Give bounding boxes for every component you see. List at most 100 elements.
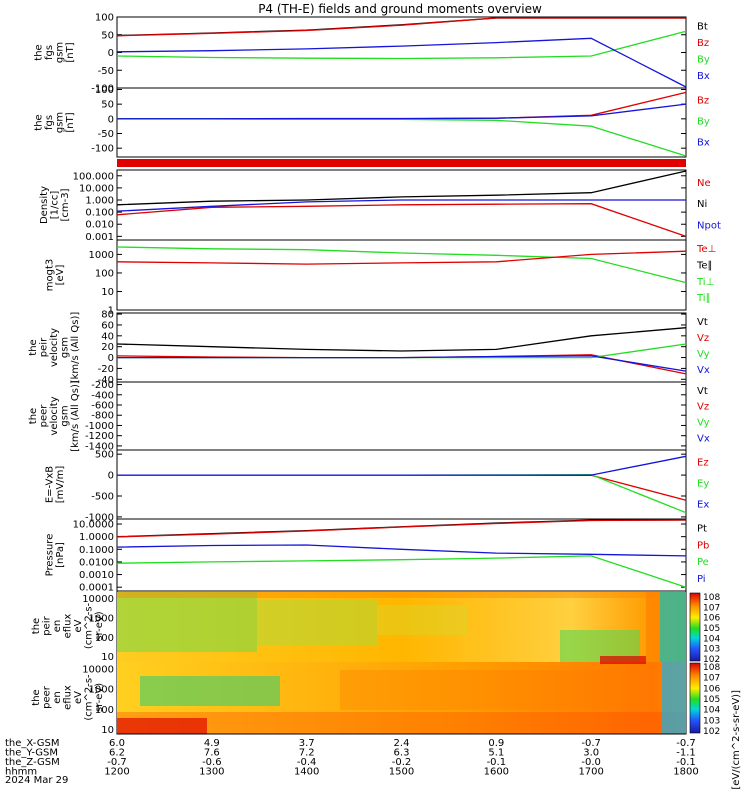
ylabel-line: gsm (55, 112, 66, 133)
ytick-label: -200 (91, 380, 114, 391)
ytick-label: 50 (101, 100, 114, 111)
xaxis-value: 0.9 (488, 738, 504, 749)
ytick-label: 0.0100 (79, 557, 114, 568)
ylabel-line: peer (42, 685, 53, 709)
legend-Ez: Ez (697, 458, 709, 469)
colorbar-tick: 104 (703, 706, 720, 716)
colorbar-tick: 104 (703, 634, 720, 644)
xaxis-value: 1200 (104, 767, 129, 778)
ytick-label: -1000 (85, 421, 114, 432)
ytick-label: 0 (108, 353, 114, 364)
panel-frame (116, 312, 687, 383)
ytick-label: -100 (91, 84, 114, 95)
colorbar-tick: 103 (703, 716, 720, 726)
date-label: 2024 Mar 29 (5, 775, 68, 786)
ylabel-line: [nT] (65, 112, 76, 132)
series-Vx-peir-velocity (117, 355, 687, 372)
legend-Vx: Vx (697, 365, 710, 376)
ylabel-line: gsm (55, 42, 66, 63)
ytick-label: 0.1000 (79, 545, 114, 556)
ytick-label: 0 (108, 471, 114, 482)
legend-Bz: Bz (697, 96, 709, 107)
ylabel-line: en (52, 620, 63, 633)
ylabel-line: the (28, 339, 39, 355)
legend-Pi: Pi (697, 574, 706, 585)
ytick-label: 10000 (82, 594, 114, 605)
ytick-label: 1 (108, 306, 114, 317)
xaxis-value: -0.7 (107, 757, 127, 768)
colorbar-tick: 102 (703, 727, 720, 737)
ytick-label: 100 (95, 268, 114, 279)
ylabel-line: (cm^2-s- (84, 674, 95, 721)
series-Pb-pressure (116, 519, 687, 538)
ytick-label: 10 (101, 652, 114, 663)
legend-Npot: Npot (697, 220, 721, 231)
ylabel-line: [nPa] (55, 542, 66, 568)
series-Ex-efield (117, 455, 687, 476)
peer-spectrogram (117, 656, 686, 734)
ytick-label: 1000 (89, 614, 114, 625)
ylabel-line: (cm^2-s- (84, 602, 95, 649)
ytick-label: -40 (98, 375, 114, 386)
xaxis-value: 6.2 (109, 748, 125, 759)
ytick-label: 100.000 (73, 171, 114, 182)
ylabel-line: [cm-3] (60, 188, 71, 221)
ylabel-line: the (31, 689, 42, 705)
ylabel-line: gsm (60, 405, 71, 426)
xaxis-value: 3.7 (299, 738, 315, 749)
ytick-label: -800 (91, 411, 114, 422)
legend-Pb: Pb (697, 540, 709, 551)
ytick-label: -20 (98, 364, 114, 375)
series-Bx-fgs-gsm (116, 37, 687, 88)
xaxis-value: 7.6 (204, 748, 220, 759)
panel-frame (116, 87, 687, 158)
ytick-label: -50 (98, 66, 114, 77)
panel-frame (116, 239, 687, 311)
ytick-label: 0.100 (85, 208, 114, 219)
ytick-label: 50 (101, 30, 114, 41)
legend-Bx: Bx (697, 138, 710, 149)
xaxis-value: -0.4 (297, 757, 317, 768)
series-Ti-temperature (116, 246, 687, 284)
ytick-label: 1000 (89, 250, 114, 261)
ytick-label: 1.0000 (79, 532, 114, 543)
ylabel-line: eflux (63, 614, 74, 639)
legend-Pt: Pt (697, 524, 707, 535)
ylabel-line: mogt3 (45, 259, 56, 292)
xaxis-value: -0.1 (676, 757, 696, 768)
series-Pe-pressure (116, 555, 687, 588)
colorbar-tick: 105 (703, 695, 720, 705)
xaxis-value: 1700 (578, 767, 603, 778)
colorbar-tick: 107 (703, 674, 720, 684)
ytick-label: 100 (95, 85, 114, 96)
ytick-label: -600 (91, 401, 114, 412)
legend-Bz: Bz (697, 38, 709, 49)
ytick-label: -100 (91, 144, 114, 155)
ylabel-line: the (34, 44, 45, 60)
legend-Vz: Vz (697, 402, 709, 413)
xaxis-value: -1.1 (676, 748, 696, 759)
xaxis-value: 1300 (199, 767, 224, 778)
legend-Bx: Bx (697, 71, 710, 82)
xaxis-value: -0.6 (202, 757, 222, 768)
ylabel-line: Pressure (45, 534, 56, 577)
colorbar-unit: [eV/(cm^2-s-sr-eV)] (731, 690, 742, 790)
ylabel-line: [mV/m] (55, 466, 66, 504)
legend-Vt: Vt (697, 317, 708, 328)
legend-Ex: Ex (697, 500, 709, 511)
legend-Ti⊥: Ti⊥ (696, 277, 714, 288)
ytick-label: 1.000 (85, 196, 114, 207)
xaxis-value: 1600 (484, 767, 509, 778)
series-Te-temperature (116, 250, 687, 265)
ytick-label: -50 (98, 129, 114, 140)
legend-Vy: Vy (697, 417, 710, 428)
ylabel-line: E=-VxB (45, 466, 56, 503)
ylabel-line: en (52, 691, 63, 704)
series-Pi-pressure (116, 544, 687, 557)
ytick-label: 500 (95, 450, 114, 461)
ylabel-line: fgs (44, 115, 55, 130)
ylabel-line: velocity (49, 396, 60, 435)
ytick-label: 1000 (89, 685, 114, 696)
ylabel-line: peer (39, 404, 50, 428)
